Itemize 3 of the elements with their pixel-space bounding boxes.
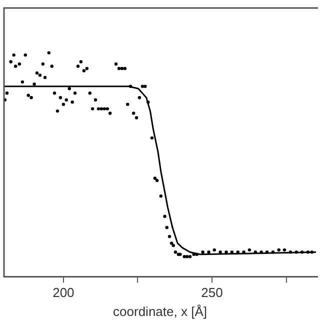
x-tick-label: 250	[201, 285, 223, 300]
x-axis-title: coordinate, x [Å]	[113, 304, 207, 319]
x-tick-label: 200	[52, 285, 74, 300]
